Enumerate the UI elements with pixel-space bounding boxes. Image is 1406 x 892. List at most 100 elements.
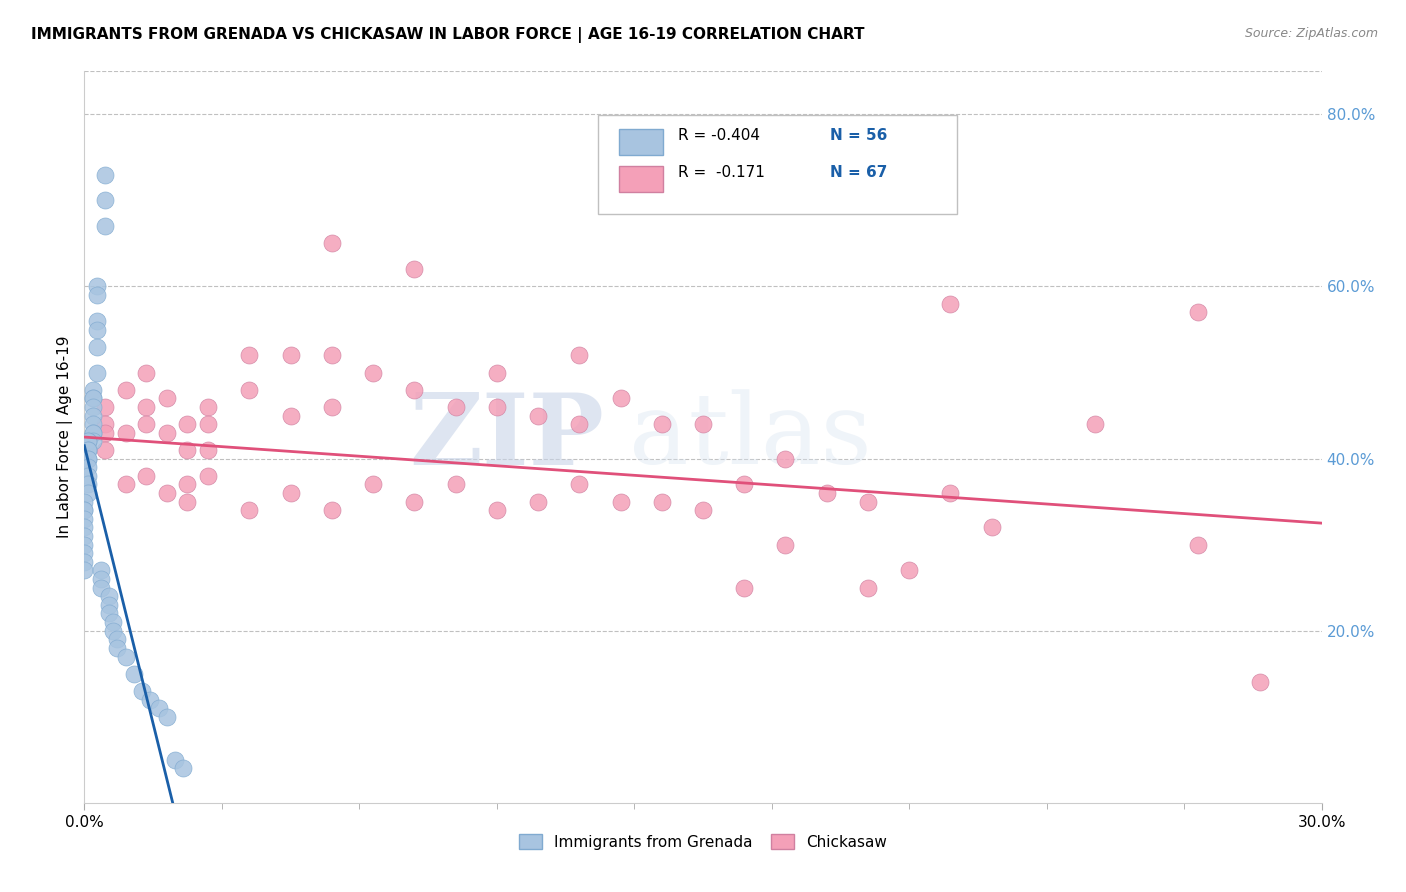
FancyBboxPatch shape	[619, 166, 664, 192]
Point	[82, 392, 104, 406]
Point	[404, 383, 426, 397]
Text: R =  -0.171: R = -0.171	[678, 165, 765, 180]
Point	[609, 494, 631, 508]
Point	[485, 366, 508, 380]
Point	[105, 640, 128, 655]
Point	[197, 400, 219, 414]
Point	[176, 477, 198, 491]
Point	[77, 442, 100, 457]
Point	[77, 451, 100, 466]
Point	[94, 194, 117, 208]
Point	[82, 425, 104, 440]
Point	[135, 400, 157, 414]
Point	[692, 503, 714, 517]
Point	[86, 288, 108, 302]
Point	[148, 701, 170, 715]
Point	[568, 348, 591, 362]
Point	[73, 564, 96, 578]
Point	[898, 564, 921, 578]
Point	[73, 555, 96, 569]
Point	[156, 425, 179, 440]
Point	[82, 392, 104, 406]
Point	[77, 442, 100, 457]
Point	[77, 486, 100, 500]
Point	[280, 486, 302, 500]
Point	[238, 503, 260, 517]
Point	[98, 589, 121, 603]
FancyBboxPatch shape	[619, 129, 664, 155]
Point	[321, 236, 343, 251]
Point	[114, 477, 136, 491]
Point	[568, 477, 591, 491]
Point	[82, 409, 104, 423]
Point	[73, 538, 96, 552]
Point	[82, 383, 104, 397]
Point	[86, 366, 108, 380]
Point	[131, 684, 153, 698]
Point	[98, 598, 121, 612]
Point	[939, 486, 962, 500]
Point	[775, 451, 797, 466]
Point	[139, 692, 162, 706]
Point	[82, 400, 104, 414]
Point	[361, 366, 384, 380]
Legend: Immigrants from Grenada, Chickasaw: Immigrants from Grenada, Chickasaw	[512, 826, 894, 857]
Point	[135, 417, 157, 432]
Point	[172, 761, 194, 775]
Point	[321, 503, 343, 517]
Point	[103, 624, 125, 638]
FancyBboxPatch shape	[598, 115, 956, 214]
Point	[77, 434, 100, 449]
Point	[485, 400, 508, 414]
Point	[73, 503, 96, 517]
Point	[651, 494, 673, 508]
Point	[321, 348, 343, 362]
Point	[77, 434, 100, 449]
Point	[692, 417, 714, 432]
Text: N = 56: N = 56	[831, 128, 887, 144]
Point	[733, 581, 755, 595]
Text: atlas: atlas	[628, 389, 872, 485]
Y-axis label: In Labor Force | Age 16-19: In Labor Force | Age 16-19	[58, 335, 73, 539]
Point	[238, 348, 260, 362]
Point	[86, 340, 108, 354]
Point	[280, 348, 302, 362]
Point	[94, 219, 117, 234]
Point	[444, 477, 467, 491]
Point	[94, 168, 117, 182]
Point	[98, 607, 121, 621]
Point	[1084, 417, 1107, 432]
Point	[73, 503, 96, 517]
Point	[733, 477, 755, 491]
Point	[114, 649, 136, 664]
Point	[86, 322, 108, 336]
Point	[90, 581, 112, 595]
Point	[856, 581, 879, 595]
Text: R = -0.404: R = -0.404	[678, 128, 761, 144]
Point	[939, 296, 962, 310]
Point	[176, 442, 198, 457]
Point	[404, 262, 426, 277]
Point	[90, 564, 112, 578]
Point	[176, 417, 198, 432]
Point	[86, 279, 108, 293]
Point	[156, 392, 179, 406]
Point	[651, 417, 673, 432]
Point	[77, 468, 100, 483]
Point	[114, 383, 136, 397]
Point	[527, 494, 550, 508]
Point	[238, 383, 260, 397]
Point	[73, 546, 96, 560]
Point	[280, 409, 302, 423]
Point	[1187, 538, 1209, 552]
Point	[527, 409, 550, 423]
Point	[197, 442, 219, 457]
Point	[197, 417, 219, 432]
Point	[815, 486, 838, 500]
Point	[775, 538, 797, 552]
Point	[73, 512, 96, 526]
Text: ZIP: ZIP	[409, 389, 605, 485]
Point	[444, 400, 467, 414]
Point	[77, 460, 100, 475]
Point	[1249, 675, 1271, 690]
